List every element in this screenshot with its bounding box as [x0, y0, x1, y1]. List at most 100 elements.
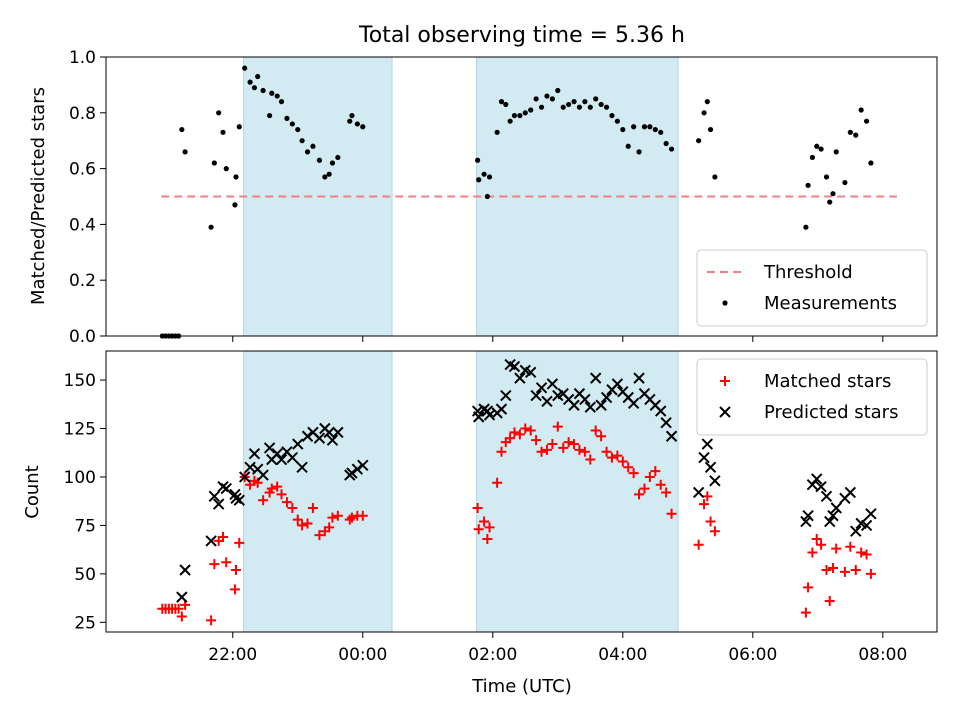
predicted-star-point — [220, 482, 232, 495]
measurement-point — [304, 149, 311, 155]
predicted-star-point — [692, 486, 705, 499]
top-y-tick-label: 0.6 — [69, 160, 96, 180]
top-shaded-intervals — [243, 56, 679, 337]
predicted-star-point — [500, 389, 512, 402]
matched-star-point — [634, 489, 645, 500]
measurement-point — [863, 118, 870, 124]
bot-y-tick-label: 150 — [64, 371, 96, 391]
matched-star-point — [302, 518, 313, 529]
predicted-star-point — [275, 453, 288, 466]
predicted-star-point — [704, 461, 717, 473]
matched-star-point — [229, 584, 240, 595]
matched-star-point — [845, 541, 856, 552]
predicted-star-point — [176, 591, 188, 603]
bot-shaded-interval-2 — [476, 350, 679, 633]
predicted-star-point — [595, 399, 607, 411]
measurement-point — [620, 126, 626, 133]
bot-y-tick-label: 100 — [64, 468, 96, 488]
predicted-star-point — [802, 510, 814, 522]
measurement-point — [498, 99, 505, 105]
measurement-point — [260, 87, 266, 94]
measurement-point — [858, 107, 864, 113]
measurement-point — [823, 174, 830, 180]
predicted-star-point — [357, 459, 369, 472]
predicted-star-point — [238, 471, 251, 483]
matched-star-point — [536, 446, 547, 457]
bot-y-tick-label: 50 — [74, 565, 96, 585]
matched-star-point — [831, 543, 842, 554]
matched-star-point — [705, 516, 716, 527]
measurement-point — [481, 171, 487, 177]
predicted-star-point — [860, 519, 873, 532]
measurement-point — [576, 104, 583, 110]
predicted-star-point — [655, 405, 667, 417]
predicted-star-point — [212, 498, 225, 510]
measurement-point — [208, 224, 214, 230]
matched-star-point — [579, 446, 590, 457]
matched-star-point — [623, 462, 634, 473]
matched-star-point — [357, 510, 368, 521]
matched-star-point — [509, 427, 520, 438]
measurement-point — [663, 140, 669, 147]
predicted-star-point — [590, 372, 602, 384]
matched-star-point — [693, 539, 704, 550]
measurement-point — [549, 96, 555, 102]
measurement-point — [603, 104, 610, 110]
matched-star-point — [266, 483, 277, 494]
bottom-shaded-intervals — [243, 350, 679, 633]
matched-star-point — [292, 514, 303, 525]
matched-star-point — [606, 452, 617, 463]
measurement-point — [316, 157, 323, 163]
x-tick-label: 06:00 — [728, 645, 777, 665]
measurement-point — [494, 129, 500, 135]
measurement-point — [555, 87, 561, 94]
matched-star-point — [514, 429, 525, 440]
matched-star-point — [824, 595, 835, 606]
measurement-point — [349, 112, 355, 119]
measurement-point — [278, 99, 285, 105]
predicted-star-point — [495, 403, 508, 415]
measurement-point — [636, 149, 642, 155]
matched-star-point — [314, 530, 325, 541]
measurement-point — [347, 118, 353, 124]
measurement-point — [236, 124, 242, 130]
measurement-point — [299, 138, 305, 144]
x-tick-label: 02:00 — [468, 645, 517, 665]
matched-star-point — [839, 566, 850, 577]
matched-star-point — [496, 446, 507, 457]
measurement-point — [641, 124, 648, 130]
top-y-tick-label: 0.4 — [69, 215, 96, 235]
matched-star-point — [472, 502, 483, 513]
predicted-star-point — [627, 397, 640, 410]
predicted-star-point — [271, 448, 283, 460]
matched-star-point — [547, 439, 558, 450]
top-axes-frame — [105, 56, 938, 337]
predicted-star-point — [179, 564, 191, 576]
predicted-star-point — [633, 372, 645, 384]
bottom-series — [157, 358, 877, 626]
matched-star-point — [807, 547, 818, 558]
matched-star-point — [221, 557, 232, 568]
predicted-star-point — [332, 426, 344, 439]
measurement-point — [609, 112, 615, 119]
matched-star-point — [655, 479, 666, 490]
matched-star-point — [661, 487, 672, 498]
measurement-point — [707, 126, 714, 133]
matched-star-point — [324, 522, 335, 533]
x-tick-label: 08:00 — [858, 645, 907, 665]
measurement-point — [335, 154, 341, 161]
bottom-x-ticks: 22:00 00:00 02:00 04:00 06:00 08:00 — [208, 632, 907, 665]
measurement-point — [696, 138, 702, 144]
measurement-point — [544, 93, 550, 99]
matched-star-point — [816, 539, 827, 550]
matched-star-point — [344, 514, 355, 525]
matched-star-point — [176, 611, 187, 622]
bottom-y-axis-label: Count — [22, 465, 43, 518]
top-series-measurements — [159, 65, 874, 339]
legend-label: Measurements — [764, 293, 897, 314]
predicted-star-point — [301, 430, 314, 442]
measurement-point — [842, 179, 848, 186]
predicted-star-point — [472, 411, 485, 423]
matched-star-point — [639, 483, 650, 494]
